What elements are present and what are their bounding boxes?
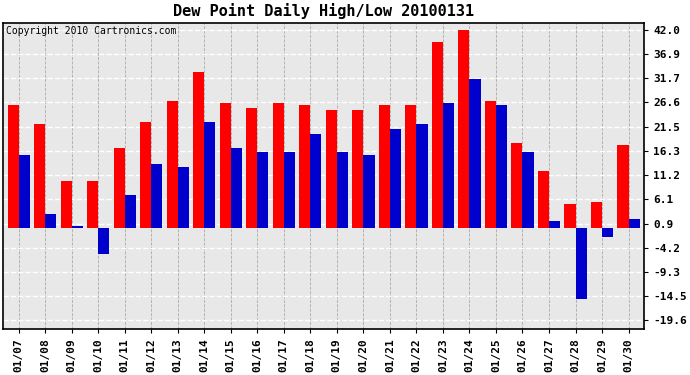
- Bar: [19, 155, 30, 228]
- Bar: [273, 103, 284, 228]
- Bar: [618, 146, 629, 228]
- Bar: [46, 214, 57, 228]
- Bar: [151, 164, 162, 228]
- Bar: [591, 202, 602, 228]
- Title: Dew Point Daily High/Low 20100131: Dew Point Daily High/Low 20100131: [173, 3, 474, 19]
- Bar: [538, 171, 549, 228]
- Bar: [193, 72, 204, 228]
- Bar: [167, 100, 178, 228]
- Bar: [125, 195, 136, 228]
- Bar: [575, 228, 586, 299]
- Bar: [416, 124, 428, 228]
- Bar: [353, 110, 364, 228]
- Bar: [432, 42, 443, 228]
- Bar: [390, 129, 401, 228]
- Bar: [140, 122, 151, 228]
- Bar: [219, 103, 231, 228]
- Bar: [299, 105, 310, 228]
- Bar: [364, 155, 375, 228]
- Bar: [522, 153, 533, 228]
- Bar: [629, 219, 640, 228]
- Bar: [405, 105, 416, 228]
- Bar: [87, 181, 98, 228]
- Bar: [379, 105, 390, 228]
- Bar: [257, 153, 268, 228]
- Bar: [114, 148, 125, 228]
- Bar: [34, 124, 46, 228]
- Bar: [485, 100, 496, 228]
- Text: Copyright 2010 Cartronics.com: Copyright 2010 Cartronics.com: [6, 26, 177, 36]
- Bar: [511, 143, 522, 228]
- Bar: [61, 181, 72, 228]
- Bar: [326, 110, 337, 228]
- Bar: [496, 105, 507, 228]
- Bar: [564, 204, 575, 228]
- Bar: [549, 221, 560, 228]
- Bar: [98, 228, 110, 254]
- Bar: [204, 122, 215, 228]
- Bar: [458, 30, 469, 228]
- Bar: [469, 80, 480, 228]
- Bar: [231, 148, 242, 228]
- Bar: [602, 228, 613, 237]
- Bar: [337, 153, 348, 228]
- Bar: [8, 105, 19, 228]
- Bar: [443, 103, 454, 228]
- Bar: [246, 108, 257, 228]
- Bar: [178, 166, 189, 228]
- Bar: [310, 134, 322, 228]
- Bar: [284, 153, 295, 228]
- Bar: [72, 226, 83, 228]
